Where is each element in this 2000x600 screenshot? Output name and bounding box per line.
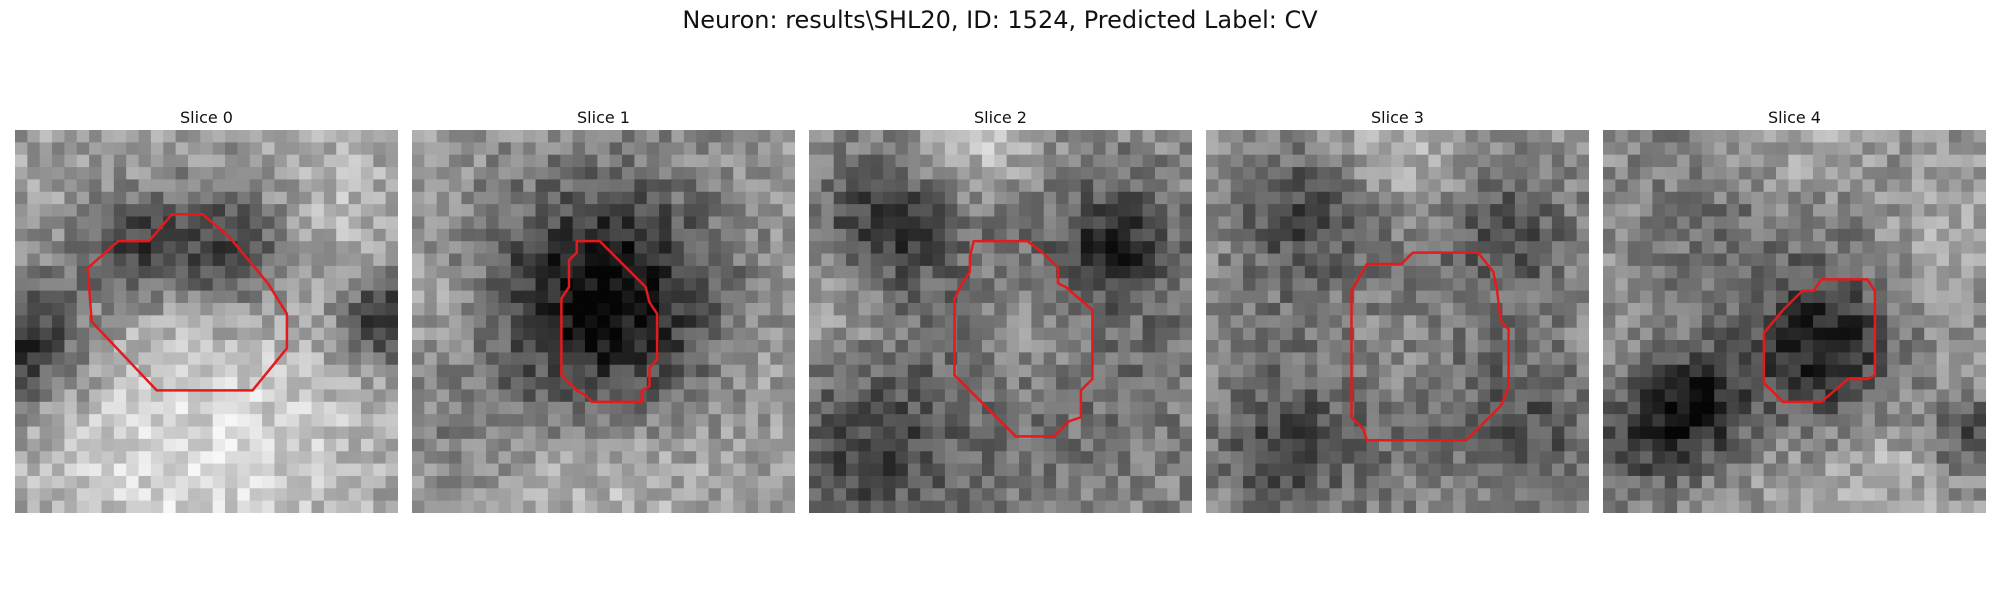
slice-title-0: Slice 0 (180, 108, 233, 127)
slice-title-2: Slice 2 (974, 108, 1027, 127)
slice-image-3 (1206, 130, 1589, 513)
contour-outline (953, 239, 1094, 438)
slice-image-1 (412, 130, 795, 513)
contour-outline (86, 213, 289, 392)
contour-outline (1762, 278, 1877, 404)
figure-title: Neuron: results\SHL20, ID: 1524, Predict… (682, 6, 1318, 34)
slice-image-0 (15, 130, 398, 513)
slice-title-1: Slice 1 (577, 108, 630, 127)
slice-title-4: Slice 4 (1768, 108, 1821, 127)
slice-image-4 (1603, 130, 1986, 513)
contour-outline (1350, 251, 1510, 442)
slice-title-3: Slice 3 (1371, 108, 1424, 127)
slice-panel-3: Slice 3 (1206, 106, 1589, 513)
slice-panel-0: Slice 0 (15, 106, 398, 513)
slice-panel-4: Slice 4 (1603, 106, 1986, 513)
contour-outline (560, 239, 659, 404)
slice-panel-2: Slice 2 (809, 106, 1192, 513)
slice-image-2 (809, 130, 1192, 513)
slice-panel-1: Slice 1 (412, 106, 795, 513)
